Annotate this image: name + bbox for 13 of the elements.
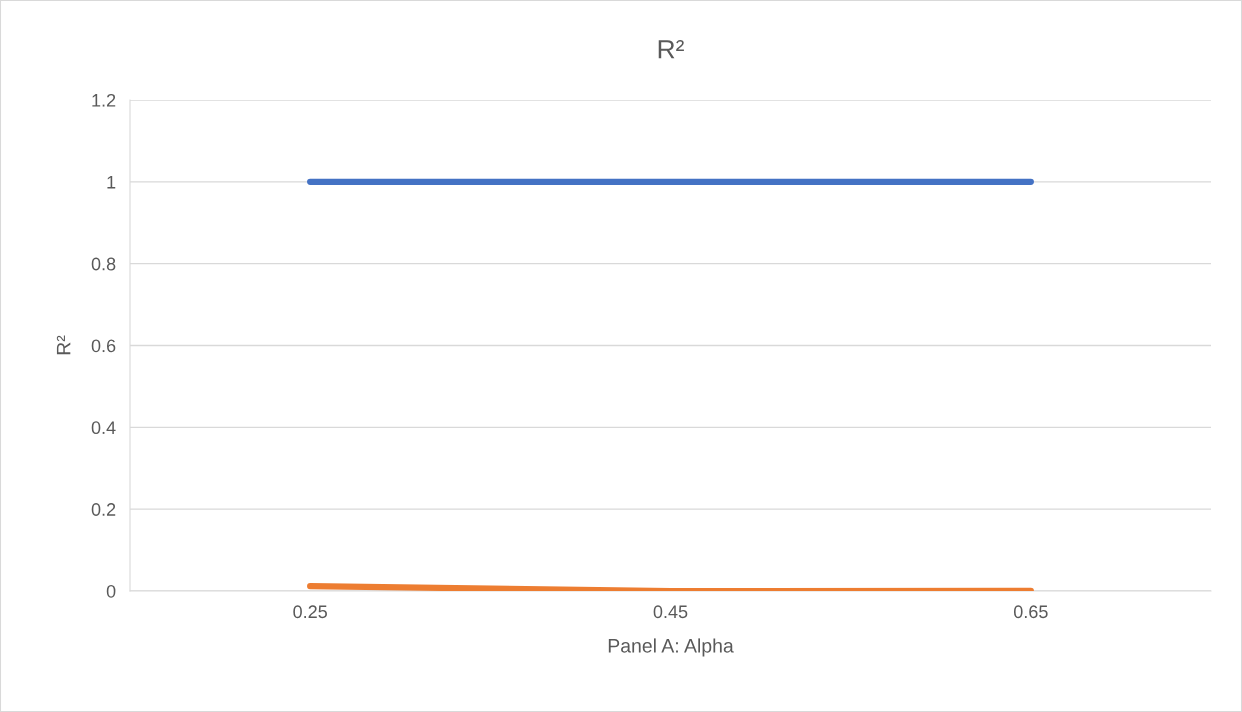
y-tick-label: 0.8 <box>91 257 116 271</box>
x-axis-title: Panel A: Alpha <box>608 638 734 657</box>
y-tick-label: 1 <box>107 175 116 189</box>
y-axis-title: R² <box>56 335 71 355</box>
x-tick-label: 0.25 <box>293 605 327 619</box>
x-tick-label: 0.45 <box>653 605 688 619</box>
y-tick-label: 0.2 <box>91 503 116 516</box>
x-tick-label: 0.65 <box>1013 605 1048 619</box>
y-tick-label: 0.6 <box>91 339 116 353</box>
chart-title: R² <box>658 40 684 59</box>
y-tick-label: 1.2 <box>92 93 116 107</box>
y-tick-label: 0.4 <box>91 421 116 435</box>
y-tick-label: 0 <box>106 584 116 598</box>
